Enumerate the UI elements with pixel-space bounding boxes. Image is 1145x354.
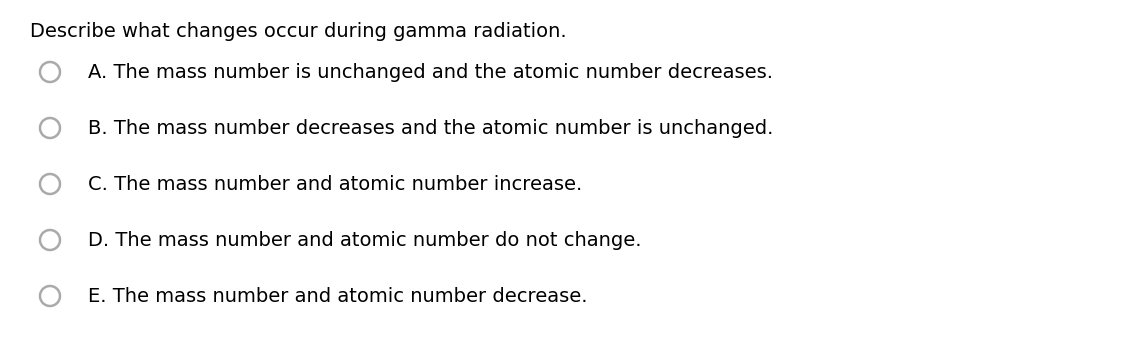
Text: C. The mass number and atomic number increase.: C. The mass number and atomic number inc… (88, 175, 583, 194)
Text: A. The mass number is unchanged and the atomic number decreases.: A. The mass number is unchanged and the … (88, 63, 773, 81)
Text: D. The mass number and atomic number do not change.: D. The mass number and atomic number do … (88, 230, 641, 250)
Text: B. The mass number decreases and the atomic number is unchanged.: B. The mass number decreases and the ato… (88, 119, 773, 137)
Text: Describe what changes occur during gamma radiation.: Describe what changes occur during gamma… (30, 22, 567, 41)
Text: E. The mass number and atomic number decrease.: E. The mass number and atomic number dec… (88, 286, 587, 306)
